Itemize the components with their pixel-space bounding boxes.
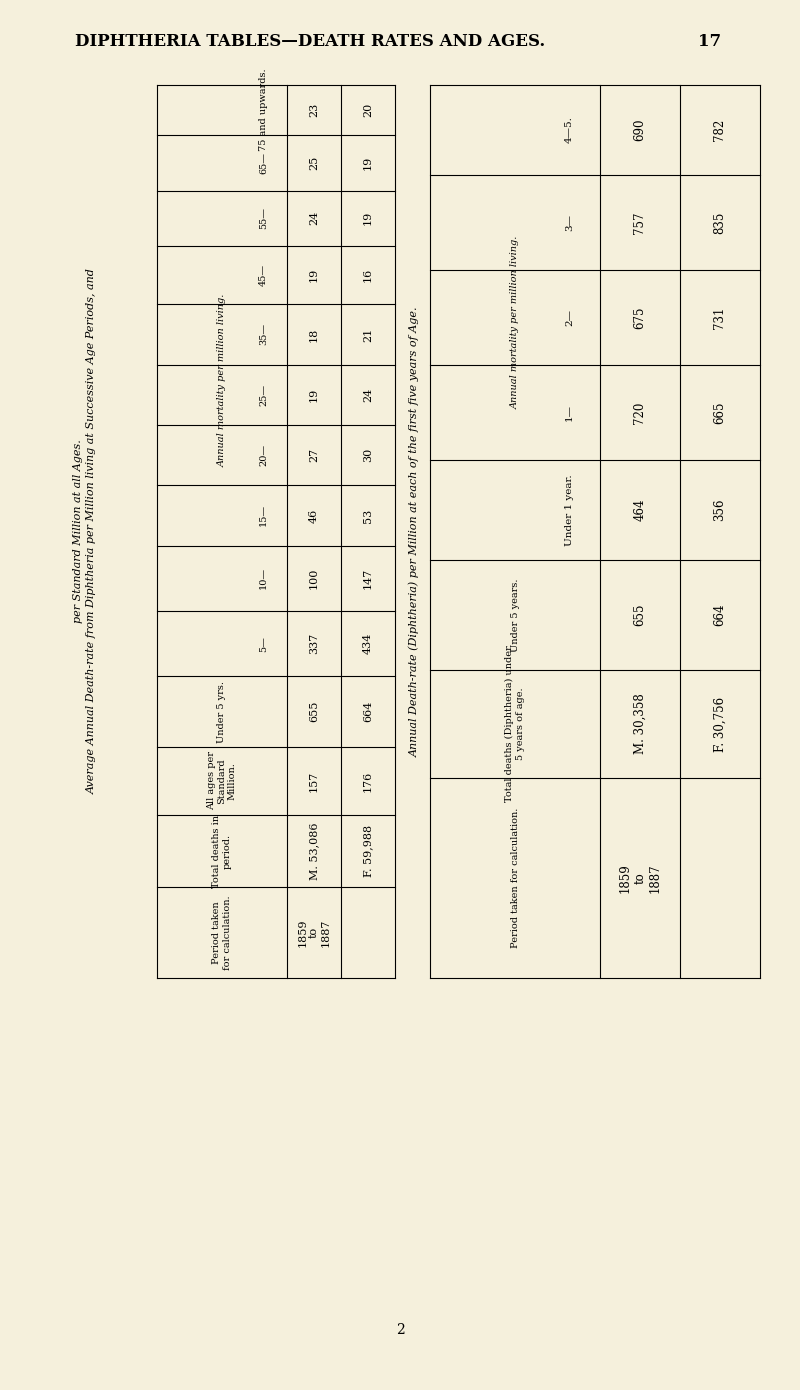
Text: 464: 464 <box>634 499 646 521</box>
Text: 19: 19 <box>309 268 319 282</box>
Text: Under 5 yrs.: Under 5 yrs. <box>218 681 226 742</box>
Text: Under 5 years.: Under 5 years. <box>510 578 519 652</box>
Text: 46: 46 <box>309 509 319 523</box>
Text: M. 53,086: M. 53,086 <box>309 823 319 880</box>
Text: 16: 16 <box>363 268 373 282</box>
Text: 19: 19 <box>363 211 373 225</box>
Text: All ages per
Standard
Million.: All ages per Standard Million. <box>207 752 237 810</box>
Text: 147: 147 <box>363 567 373 589</box>
Text: 720: 720 <box>634 402 646 424</box>
Text: 10—: 10— <box>259 567 268 589</box>
Text: 35—: 35— <box>259 324 268 346</box>
Text: 25—: 25— <box>259 384 268 406</box>
Text: 664: 664 <box>714 603 726 627</box>
Text: 53: 53 <box>363 509 373 523</box>
Text: 27: 27 <box>309 448 319 461</box>
Text: 157: 157 <box>309 770 319 791</box>
Text: M. 30,358: M. 30,358 <box>634 694 646 755</box>
Text: 20—: 20— <box>259 443 268 466</box>
Text: 1859
to
1887: 1859 to 1887 <box>298 919 330 947</box>
Text: Total deaths (Diphtheria) under
5 years of age.: Total deaths (Diphtheria) under 5 years … <box>506 645 525 802</box>
Text: 675: 675 <box>634 306 646 329</box>
Text: 18: 18 <box>309 327 319 342</box>
Text: 15—: 15— <box>259 505 268 527</box>
Text: per Standard Million at all Ages.: per Standard Million at all Ages. <box>73 439 83 623</box>
Text: 665: 665 <box>714 402 726 424</box>
Text: Average Annual Death-rate from Diphtheria per Million living at Successive Age P: Average Annual Death-rate from Diphtheri… <box>87 268 97 795</box>
Text: 19: 19 <box>363 156 373 170</box>
Text: 337: 337 <box>309 632 319 655</box>
Text: 664: 664 <box>363 701 373 723</box>
Text: 100: 100 <box>309 567 319 589</box>
Text: 356: 356 <box>714 499 726 521</box>
Text: 2: 2 <box>396 1323 404 1337</box>
Text: Total deaths in
period.: Total deaths in period. <box>212 815 232 888</box>
Text: F. 59,988: F. 59,988 <box>363 826 373 877</box>
Text: 655: 655 <box>309 701 319 723</box>
Text: 45—: 45— <box>259 264 268 286</box>
Text: 835: 835 <box>714 211 726 234</box>
Text: 20: 20 <box>363 103 373 117</box>
Text: Annual mortality per million living.: Annual mortality per million living. <box>510 236 519 409</box>
Text: 690: 690 <box>634 118 646 142</box>
Text: Under 1 year.: Under 1 year. <box>565 474 574 546</box>
Text: 434: 434 <box>363 632 373 655</box>
Text: F. 30,756: F. 30,756 <box>714 696 726 752</box>
Text: 23: 23 <box>309 103 319 117</box>
Text: 1—: 1— <box>565 404 574 421</box>
Text: 75 and upwards.: 75 and upwards. <box>259 70 268 152</box>
Text: Annual mortality per million living.: Annual mortality per million living. <box>218 293 226 467</box>
Text: 731: 731 <box>714 306 726 328</box>
Text: 19: 19 <box>309 388 319 402</box>
Text: 2—: 2— <box>565 309 574 327</box>
Text: Period taken
for calculation.: Period taken for calculation. <box>212 895 232 970</box>
Text: 25: 25 <box>309 156 319 170</box>
Text: 30: 30 <box>363 448 373 463</box>
Text: 5—: 5— <box>259 635 268 652</box>
Text: 1859
to
1887: 1859 to 1887 <box>618 863 662 892</box>
Text: 782: 782 <box>714 120 726 142</box>
Text: 757: 757 <box>634 211 646 234</box>
Text: 655: 655 <box>634 603 646 627</box>
Text: 17: 17 <box>698 33 722 50</box>
Text: 3—: 3— <box>565 214 574 231</box>
Text: 24: 24 <box>363 388 373 402</box>
Text: 4—5.: 4—5. <box>565 117 574 143</box>
Text: 24: 24 <box>309 211 319 225</box>
Text: Annual Death-rate (Diphtheria) per Million at each of the first five years of Ag: Annual Death-rate (Diphtheria) per Milli… <box>410 306 420 756</box>
Text: 55—: 55— <box>259 207 268 229</box>
Text: 176: 176 <box>363 770 373 791</box>
Text: Period taken for calculation.: Period taken for calculation. <box>510 808 519 948</box>
Text: 65—: 65— <box>259 152 268 174</box>
Text: 21: 21 <box>363 327 373 342</box>
Text: DIPHTHERIA TABLES—DEATH RATES AND AGES.: DIPHTHERIA TABLES—DEATH RATES AND AGES. <box>75 33 545 50</box>
